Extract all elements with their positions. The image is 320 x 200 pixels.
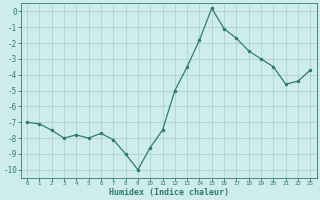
X-axis label: Humidex (Indice chaleur): Humidex (Indice chaleur) — [109, 188, 229, 197]
